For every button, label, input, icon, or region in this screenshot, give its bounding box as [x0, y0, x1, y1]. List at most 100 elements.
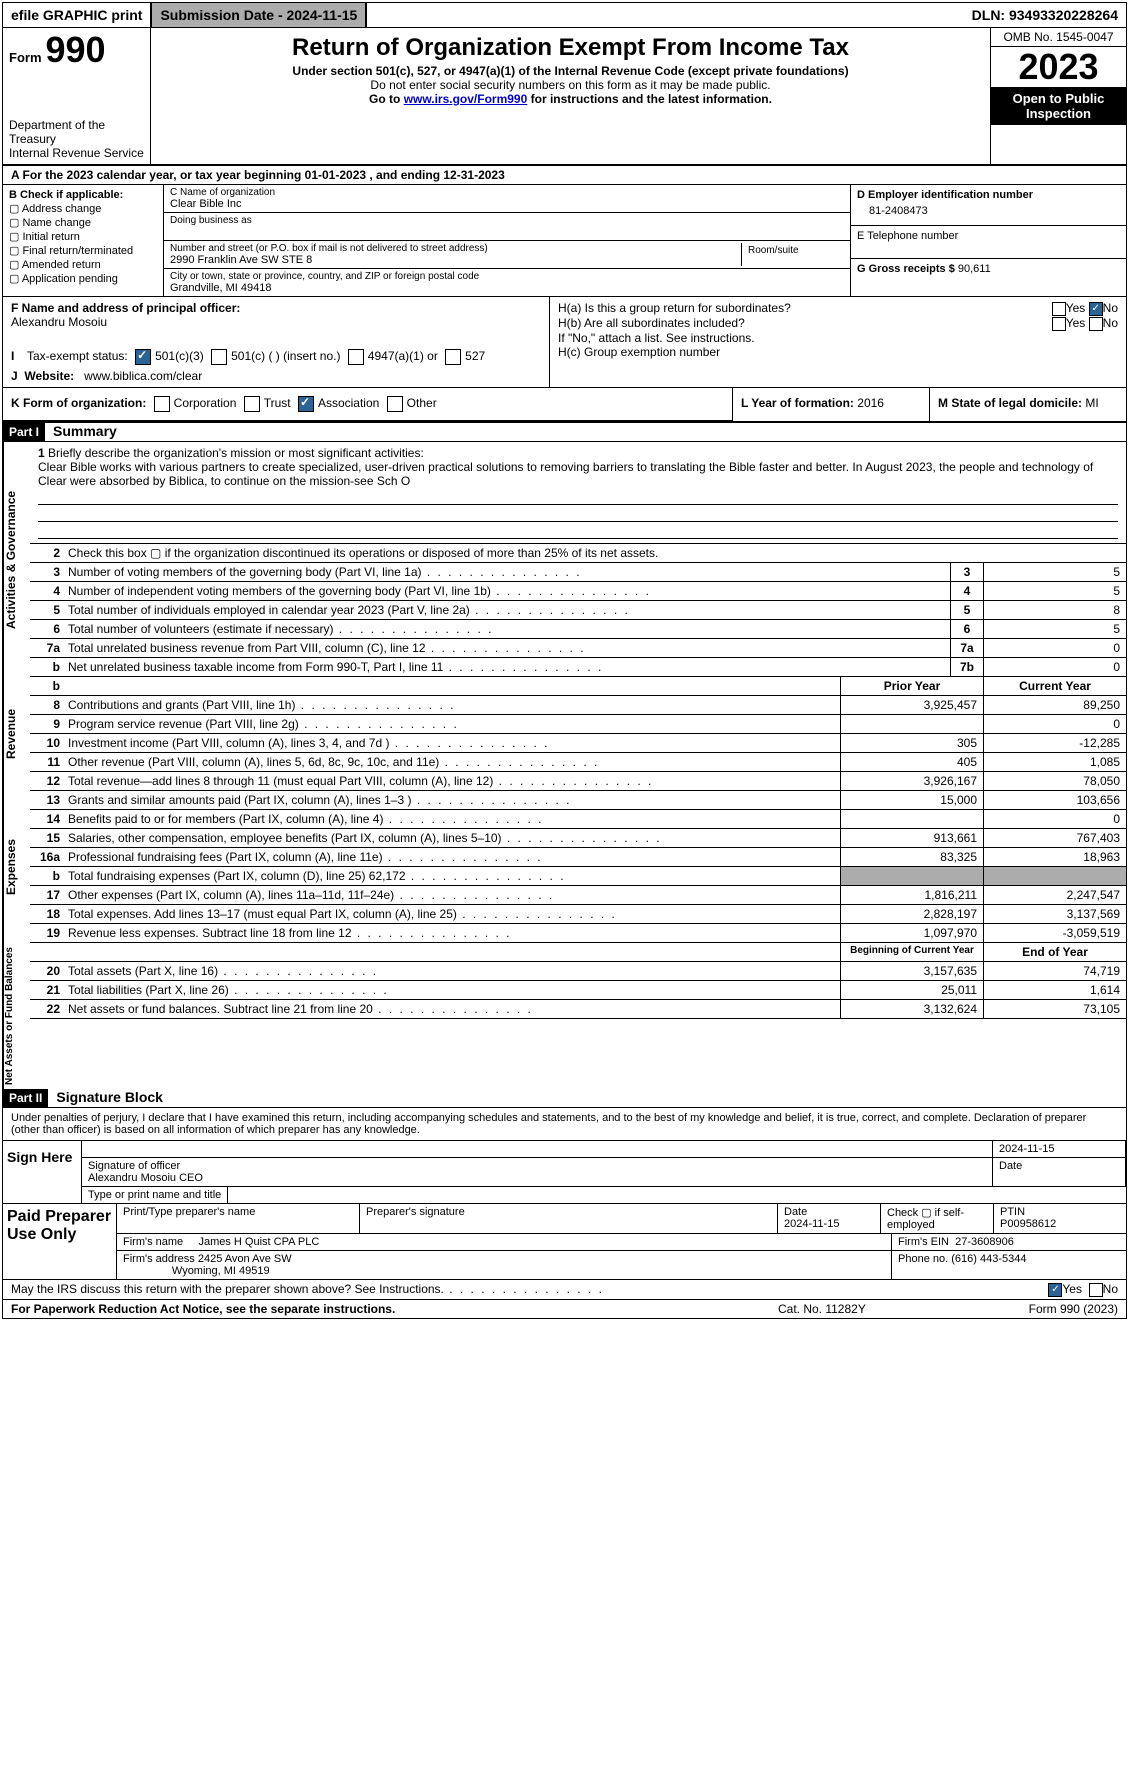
form-title: Return of Organization Exempt From Incom…	[159, 34, 982, 62]
domicile-state: MI	[1085, 396, 1098, 410]
omb-number: OMB No. 1545-0047	[991, 28, 1126, 47]
beg-year-hdr: Beginning of Current Year	[840, 943, 983, 961]
part1-title: Summary	[53, 423, 117, 439]
prep-sig-label: Preparer's signature	[360, 1204, 778, 1233]
firm-name: James H Quist CPA PLC	[198, 1236, 319, 1248]
check-assoc[interactable]	[298, 396, 314, 412]
form-footer: Form 990 (2023)	[978, 1302, 1118, 1316]
check-other[interactable]	[387, 396, 403, 412]
type-name-label: Type or print name and title	[82, 1187, 228, 1203]
submission-date-button[interactable]: Submission Date - 2024-11-15	[152, 3, 367, 27]
end-year-hdr: End of Year	[983, 943, 1126, 961]
check-527[interactable]	[445, 349, 461, 365]
website-value: www.biblica.com/clear	[84, 369, 202, 383]
current-year-hdr: Current Year	[983, 677, 1126, 695]
check-4947[interactable]	[348, 349, 364, 365]
sign-here-label: Sign Here	[3, 1141, 82, 1203]
ein-value: 81-2408473	[857, 201, 1120, 221]
prep-date: 2024-11-15	[784, 1218, 839, 1230]
dba-label: Doing business as	[170, 215, 844, 226]
check-501c[interactable]	[211, 349, 227, 365]
check-initial[interactable]: ▢ Initial return	[9, 230, 157, 243]
dln-label: DLN: 93493320228264	[964, 3, 1126, 27]
addr-label: Number and street (or P.O. box if mail i…	[170, 243, 741, 254]
part2-title: Signature Block	[56, 1089, 163, 1105]
e-phone-label: E Telephone number	[857, 230, 958, 242]
firm-ein: 27-3608906	[955, 1236, 1014, 1248]
org-name: Clear Bible Inc	[170, 198, 844, 210]
date-label: Date	[993, 1158, 1126, 1186]
efile-label: efile GRAPHIC print	[3, 3, 152, 27]
ha-label: H(a) Is this a group return for subordin…	[558, 301, 1052, 316]
prior-year-hdr: Prior Year	[840, 677, 983, 695]
d-ein-label: D Employer identification number	[857, 189, 1033, 201]
l-label: L Year of formation:	[741, 396, 854, 410]
m-label: M State of legal domicile:	[938, 396, 1082, 410]
sign-date: 2024-11-15	[993, 1141, 1126, 1157]
open-inspection: Open to Public Inspection	[991, 87, 1126, 125]
line1-n: 1	[38, 446, 45, 460]
discuss-question: May the IRS discuss this return with the…	[11, 1282, 1048, 1297]
i-status-label: Tax-exempt status:	[27, 349, 128, 363]
row-a-period: A For the 2023 calendar year, or tax yea…	[3, 166, 1126, 185]
firm-city: Wyoming, MI 49519	[172, 1265, 270, 1277]
city-state-zip: Grandville, MI 49418	[170, 282, 844, 294]
line2-text: Check this box ▢ if the organization dis…	[64, 544, 1126, 562]
check-corp[interactable]	[154, 396, 170, 412]
k-label: K Form of organization:	[11, 396, 146, 410]
part1-label: Part I	[3, 423, 45, 441]
firm-phone: (616) 443-5344	[951, 1253, 1026, 1265]
prep-name-label: Print/Type preparer's name	[117, 1204, 360, 1233]
officer-name-title: Alexandru Mosoiu CEO	[88, 1172, 203, 1184]
ptin-value: P00958612	[1000, 1218, 1056, 1230]
year-formation: 2016	[857, 396, 884, 410]
paid-preparer-label: Paid Preparer Use Only	[3, 1204, 117, 1279]
officer-name: Alexandru Mosoiu	[11, 315, 541, 329]
check-amended[interactable]: ▢ Amended return	[9, 258, 157, 271]
cat-no: Cat. No. 11282Y	[778, 1302, 978, 1316]
goto-link[interactable]: www.irs.gov/Form990	[404, 92, 528, 106]
c-name-label: C Name of organization	[170, 187, 844, 198]
hb-label: H(b) Are all subordinates included?	[558, 316, 1052, 331]
check-trust[interactable]	[244, 396, 260, 412]
ssn-warning: Do not enter social security numbers on …	[159, 78, 982, 92]
check-name[interactable]: ▢ Name change	[9, 216, 157, 229]
sig-officer-label: Signature of officer	[88, 1160, 180, 1172]
check-final[interactable]: ▢ Final return/terminated	[9, 244, 157, 257]
check-address[interactable]: ▢ Address change	[9, 202, 157, 215]
line1-label: Briefly describe the organization's miss…	[48, 446, 424, 460]
b-header: B Check if applicable:	[9, 189, 123, 201]
mission-text: Clear Bible works with various partners …	[38, 460, 1093, 488]
check-pending[interactable]: ▢ Application pending	[9, 272, 157, 285]
ha-no[interactable]: ✓	[1089, 302, 1103, 316]
discuss-no[interactable]	[1089, 1283, 1103, 1297]
city-label: City or town, state or province, country…	[170, 271, 844, 282]
room-label: Room/suite	[742, 243, 844, 266]
part2-label: Part II	[3, 1089, 48, 1107]
form-number: 990	[46, 32, 106, 68]
paperwork-notice: For Paperwork Reduction Act Notice, see …	[11, 1302, 778, 1316]
perjury-text: Under penalties of perjury, I declare th…	[3, 1108, 1126, 1141]
hb-note: If "No," attach a list. See instructions…	[558, 331, 1118, 345]
vtab-net: Net Assets or Fund Balances	[3, 943, 30, 1089]
vtab-expenses: Expenses	[3, 791, 30, 943]
goto-suffix: for instructions and the latest informat…	[527, 92, 772, 106]
tax-year: 2023	[991, 47, 1126, 87]
discuss-yes[interactable]: ✓	[1048, 1283, 1062, 1297]
f-officer-label: F Name and address of principal officer:	[11, 301, 240, 315]
street-address: 2990 Franklin Ave SW STE 8	[170, 254, 741, 266]
self-emp-check[interactable]: Check ▢ if self-employed	[881, 1204, 994, 1233]
j-website-label: Website:	[24, 369, 74, 383]
g-receipts-label: G Gross receipts $	[857, 263, 955, 275]
irs-label: Internal Revenue Service	[9, 146, 144, 160]
check-501c3[interactable]	[135, 349, 151, 365]
goto-prefix: Go to	[369, 92, 404, 106]
hb-yes[interactable]	[1052, 317, 1066, 331]
ha-yes[interactable]	[1052, 302, 1066, 316]
vtab-governance: Activities & Governance	[3, 442, 30, 677]
firm-address: 2425 Avon Ave SW	[198, 1253, 292, 1265]
form-label: Form	[9, 50, 42, 65]
hb-no[interactable]	[1089, 317, 1103, 331]
dept-label: Department of the Treasury	[9, 118, 144, 146]
form-subtitle: Under section 501(c), 527, or 4947(a)(1)…	[159, 64, 982, 78]
